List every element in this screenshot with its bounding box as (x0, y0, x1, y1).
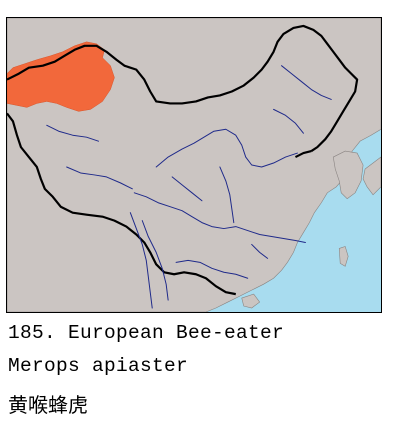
tributary-river (129, 212, 153, 309)
tributary-river (219, 166, 235, 224)
korea-peninsula (332, 150, 364, 200)
range-map-svg (7, 18, 381, 312)
species-number-and-common-name: 185. European Bee-eater (8, 322, 285, 344)
river-network (46, 65, 332, 309)
tributary-river (141, 220, 169, 301)
yellow-river (155, 128, 298, 168)
tributary-river (251, 243, 269, 259)
hainan-island (241, 293, 261, 309)
taiwan-island (338, 246, 349, 267)
range-map (6, 17, 382, 313)
songhua-river (281, 65, 332, 100)
national-border (7, 24, 359, 296)
tributary-river (171, 176, 203, 202)
species-range-area (7, 41, 115, 112)
liao-river (273, 108, 304, 134)
chinese-name: 黄喉蜂虎 (8, 393, 88, 417)
tributary-river (46, 124, 100, 142)
japan-islands (362, 156, 381, 196)
yangtze-river (133, 192, 306, 243)
tributary-river (66, 166, 133, 190)
pearl-river (175, 259, 249, 279)
scientific-name: Merops apiaster (8, 355, 189, 377)
